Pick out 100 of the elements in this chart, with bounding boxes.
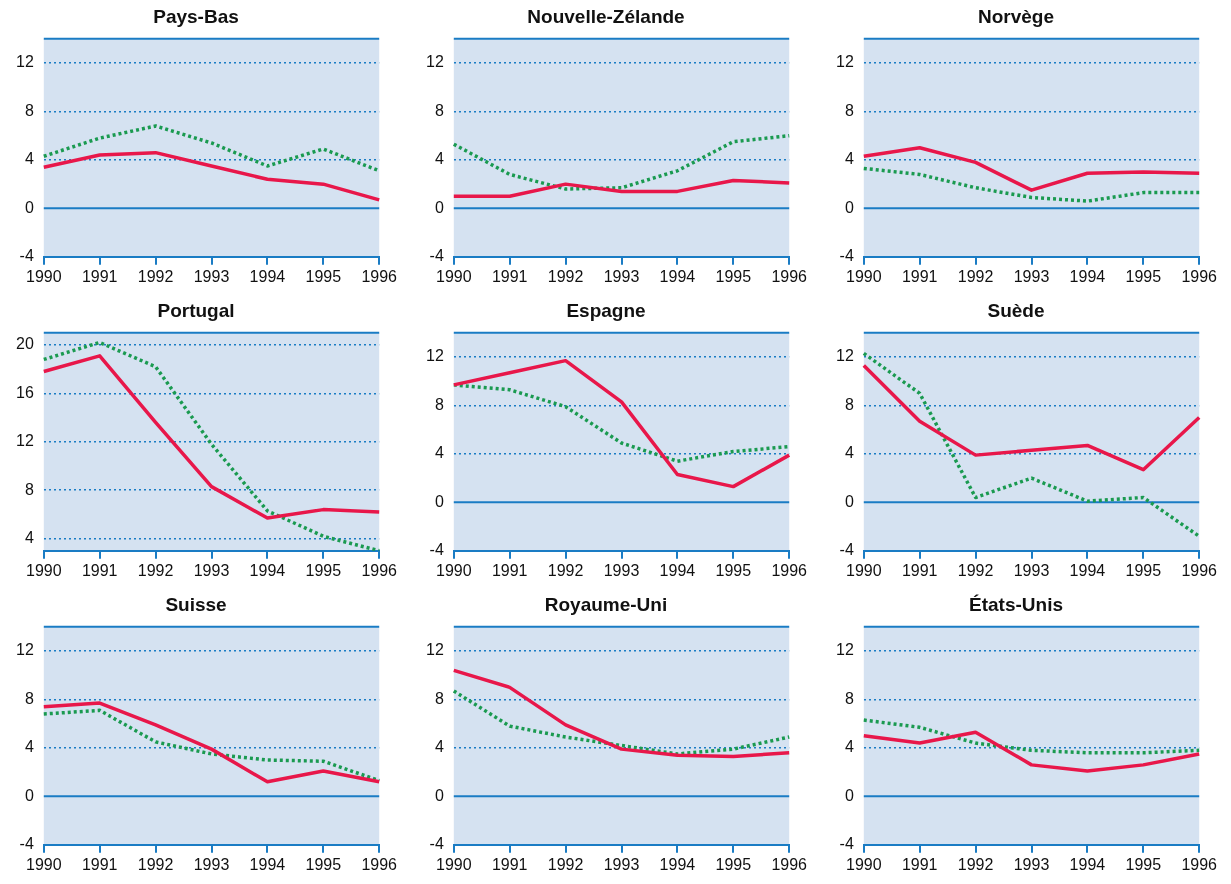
y-tick-label: 8: [24, 689, 34, 707]
chart-title: Suède: [987, 299, 1045, 321]
y-tick-label: 12: [16, 53, 34, 71]
y-tick-label: 0: [24, 786, 34, 804]
y-tick-label: 12: [836, 641, 854, 659]
x-tick-label: 1995: [1125, 267, 1162, 285]
x-tick-label: 1994: [1069, 561, 1106, 579]
y-tick-label: 12: [426, 347, 444, 365]
x-tick-label: 1994: [249, 855, 286, 873]
y-tick-label: -4: [429, 541, 444, 559]
y-tick-label: 8: [24, 480, 34, 498]
x-tick-label: 1996: [1181, 855, 1218, 873]
x-tick-label: 1996: [1181, 561, 1218, 579]
x-tick-label: 1996: [361, 561, 398, 579]
x-tick-label: 1991: [491, 561, 528, 579]
y-tick-label: 8: [844, 101, 854, 119]
y-tick-label: 12: [836, 53, 854, 71]
y-tick-label: 8: [434, 395, 444, 413]
x-tick-label: 1992: [547, 561, 584, 579]
x-tick-label: 1990: [436, 267, 472, 285]
y-tick-label: 8: [434, 101, 444, 119]
x-tick-label: 1991: [81, 561, 118, 579]
y-tick-label: 0: [844, 492, 854, 510]
y-tick-label: 8: [844, 689, 854, 707]
x-tick-label: 1991: [491, 855, 528, 873]
chart-title: Suisse: [165, 593, 227, 615]
x-tick-label: 1990: [436, 855, 472, 873]
x-tick-label: 1992: [547, 267, 584, 285]
y-tick-label: 4: [844, 738, 854, 756]
x-tick-label: 1996: [771, 855, 808, 873]
y-tick-label: 4: [24, 738, 34, 756]
line-series: [862, 718, 1201, 755]
y-tick-label: 4: [844, 150, 854, 168]
chart-title: États-Unis: [969, 593, 1063, 615]
x-tick-label: 1992: [137, 855, 174, 873]
x-tick-label: 1991: [81, 855, 118, 873]
x-tick-label: 1995: [1125, 855, 1162, 873]
chart-title: Portugal: [157, 299, 235, 321]
chart-title: Espagne: [566, 299, 646, 321]
x-tick-label: 1995: [1125, 561, 1162, 579]
x-tick-label: 1996: [771, 267, 808, 285]
x-tick-label: 1996: [361, 267, 398, 285]
y-tick-label: 8: [24, 101, 34, 119]
x-tick-label: 1993: [603, 267, 640, 285]
y-tick-label: 12: [836, 347, 854, 365]
x-tick-label: 1995: [715, 267, 752, 285]
x-tick-label: 1996: [771, 561, 808, 579]
y-tick-label: 0: [434, 492, 444, 510]
x-tick-label: 1993: [603, 855, 640, 873]
x-tick-label: 1993: [1013, 267, 1050, 285]
x-tick-label: 1990: [26, 267, 62, 285]
x-tick-label: 1992: [957, 561, 994, 579]
x-tick-label: 1995: [305, 267, 342, 285]
line-series: [452, 133, 791, 191]
x-tick-label: 1992: [957, 855, 994, 873]
x-tick-label: 1994: [249, 561, 286, 579]
x-tick-label: 1991: [81, 267, 118, 285]
x-tick-label: 1995: [715, 855, 752, 873]
y-tick-label: 12: [16, 432, 34, 450]
y-tick-label: -4: [19, 247, 34, 265]
chart-title: Royaume-Uni: [544, 593, 668, 615]
y-tick-label: 20: [16, 335, 34, 353]
y-tick-label: -4: [839, 835, 854, 853]
x-tick-label: 1996: [361, 855, 398, 873]
y-tick-label: 4: [434, 738, 444, 756]
x-tick-label: 1993: [193, 267, 230, 285]
x-tick-label: 1991: [491, 267, 528, 285]
line-series: [42, 124, 381, 173]
y-tick-label: 12: [426, 53, 444, 71]
x-tick-label: 1993: [1013, 561, 1050, 579]
y-tick-label: -4: [19, 835, 34, 853]
x-tick-label: 1995: [715, 561, 752, 579]
x-tick-label: 1992: [957, 267, 994, 285]
y-tick-label: 8: [434, 689, 444, 707]
line-series: [862, 351, 1201, 539]
x-tick-label: 1991: [901, 855, 938, 873]
y-tick-label: -4: [429, 835, 444, 853]
y-tick-label: 4: [24, 529, 34, 547]
x-tick-label: 1994: [659, 561, 696, 579]
x-tick-label: 1990: [846, 855, 882, 873]
y-tick-label: 12: [16, 641, 34, 659]
y-tick-label: 8: [844, 395, 854, 413]
chart-title: Pays-Bas: [153, 5, 239, 27]
x-tick-label: 1992: [137, 267, 174, 285]
x-tick-label: 1994: [1069, 267, 1106, 285]
line-series: [862, 166, 1201, 203]
chart-title: Norvège: [977, 5, 1055, 27]
x-tick-label: 1993: [193, 855, 230, 873]
x-tick-label: 1995: [305, 855, 342, 873]
y-tick-label: 4: [434, 444, 444, 462]
x-tick-label: 1994: [659, 267, 696, 285]
x-tick-label: 1993: [193, 561, 230, 579]
x-tick-label: 1995: [305, 561, 342, 579]
y-tick-label: -4: [429, 247, 444, 265]
x-tick-label: 1994: [249, 267, 286, 285]
x-tick-label: 1991: [901, 267, 938, 285]
x-tick-label: 1992: [137, 561, 174, 579]
line-series: [452, 383, 791, 463]
y-tick-label: 12: [426, 641, 444, 659]
x-tick-label: 1990: [26, 561, 62, 579]
